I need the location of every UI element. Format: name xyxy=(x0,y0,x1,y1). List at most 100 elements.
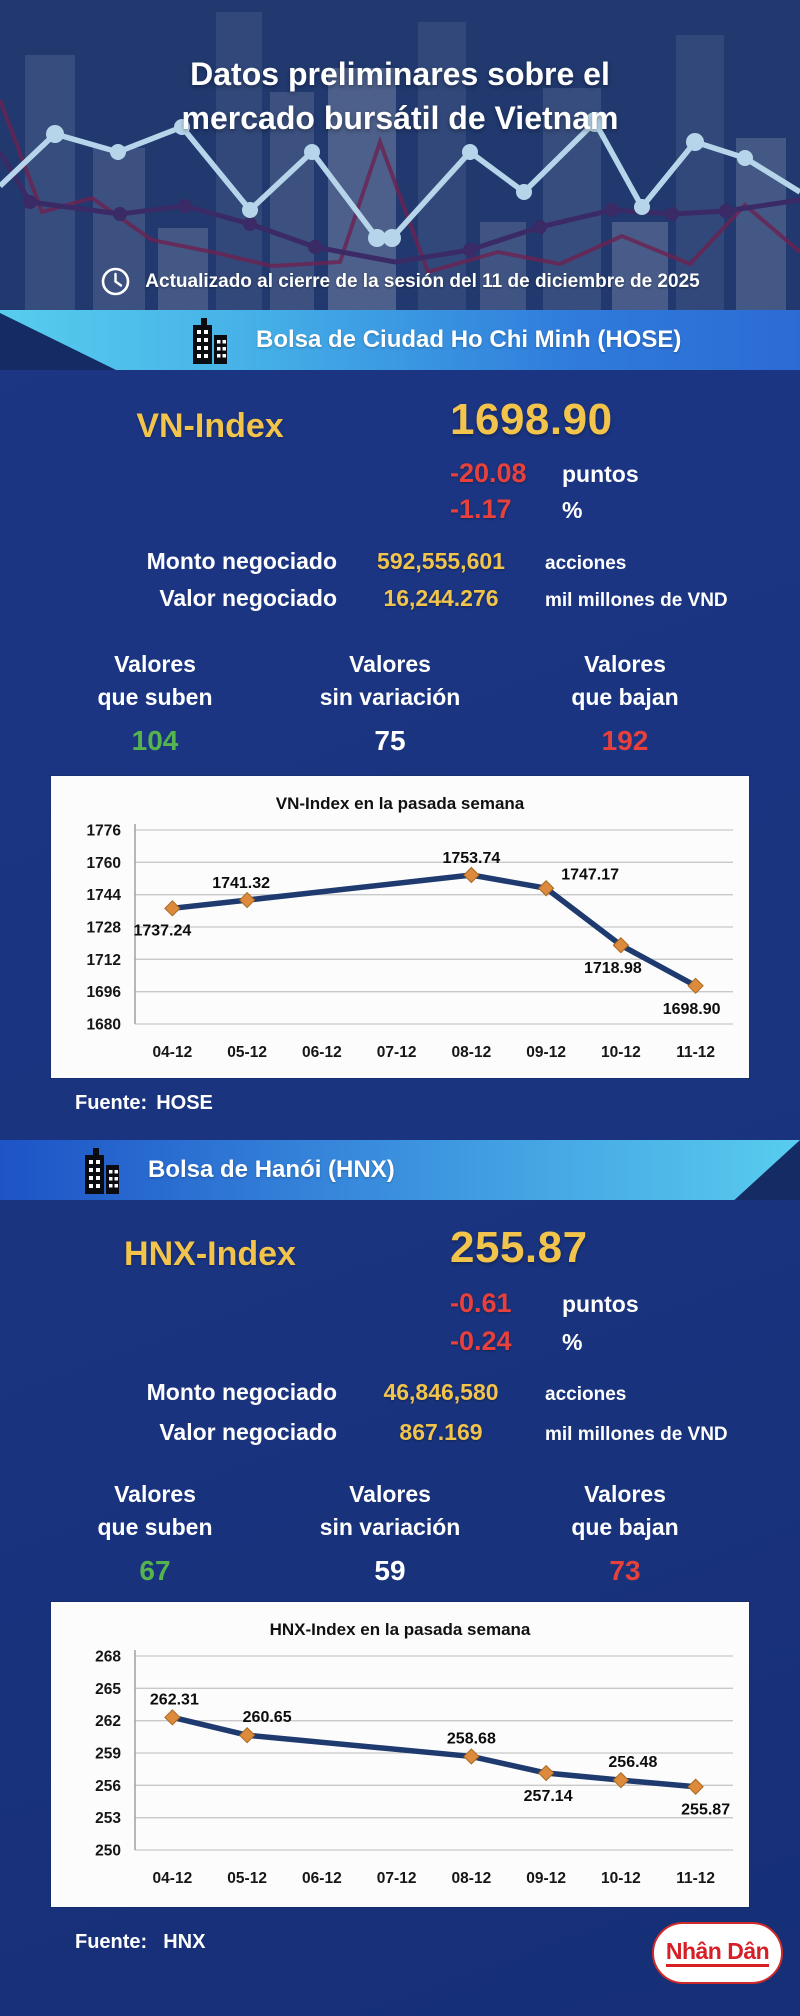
svg-text:258.68: 258.68 xyxy=(447,1730,496,1747)
svg-text:1760: 1760 xyxy=(87,855,121,872)
hnx-unchanged-label-line1: Valores xyxy=(349,1481,431,1507)
hnx-index-change-percent-unit: % xyxy=(562,1329,583,1355)
svg-text:262.31: 262.31 xyxy=(150,1691,199,1708)
vn-index-label: VN-Index xyxy=(136,407,284,445)
hnx-turnover-value: 867.169 xyxy=(399,1419,483,1445)
svg-text:1712: 1712 xyxy=(87,952,121,969)
hnx-turnover-unit: mil millones de VND xyxy=(545,1424,728,1445)
hose-unchanged-label-line1: Valores xyxy=(349,651,431,677)
svg-text:10-12: 10-12 xyxy=(601,1870,641,1887)
hose-advancers-value: 104 xyxy=(131,725,179,756)
svg-text:260.65: 260.65 xyxy=(243,1709,292,1726)
hose-decliners-label-line2: que bajan xyxy=(571,684,679,710)
hose-turnover-row: Valor negociado 16,244.276 mil millones … xyxy=(0,585,800,612)
hnx-decliners: Valores que bajan 73 xyxy=(505,1478,745,1587)
header-decoration-chart xyxy=(0,12,800,310)
hnx-source: Fuente: HNX xyxy=(75,1931,205,1954)
hnx-volume-row: Monto negociado 46,846,580 acciones xyxy=(0,1379,800,1406)
svg-text:11-12: 11-12 xyxy=(676,1870,715,1887)
page-title-line1: Datos preliminares sobre el xyxy=(190,56,610,92)
svg-text:1753.74: 1753.74 xyxy=(442,850,500,867)
hose-source-value: HOSE xyxy=(156,1092,213,1114)
vn-index-change-percent-row: -1.17 % xyxy=(450,494,582,525)
svg-text:10-12: 10-12 xyxy=(601,1044,641,1061)
hnx-advancers-label-line1: Valores xyxy=(114,1481,196,1507)
hnx-index-change-points-row: -0.61 puntos xyxy=(450,1288,639,1319)
nhan-dan-logo-text: Nhân Dân xyxy=(665,1939,770,1968)
svg-text:08-12: 08-12 xyxy=(452,1870,492,1887)
hose-volume-value: 592,555,601 xyxy=(377,548,505,574)
hnx-volume-label: Monto negociado xyxy=(146,1379,337,1405)
vn-index-change-percent: -1.17 xyxy=(450,494,512,524)
svg-text:09-12: 09-12 xyxy=(526,1870,566,1887)
hose-volume-row: Monto negociado 592,555,601 acciones xyxy=(0,548,800,575)
svg-text:259: 259 xyxy=(95,1746,121,1763)
hnx-advancers-value: 67 xyxy=(139,1555,171,1586)
hose-unchanged-label-line2: sin variación xyxy=(319,684,461,710)
hnx-unchanged-value: 59 xyxy=(374,1555,406,1586)
svg-text:08-12: 08-12 xyxy=(452,1044,492,1061)
hose-banner: Bolsa de Ciudad Ho Chi Minh (HOSE) xyxy=(0,310,800,370)
page-title-line2: mercado bursátil de Vietnam xyxy=(181,100,619,136)
updated-row: Actualizado al cierre de la sesión del 1… xyxy=(0,266,800,297)
header: Datos preliminares sobre el mercado burs… xyxy=(0,0,800,310)
hnx-turnover-label: Valor negociado xyxy=(159,1419,337,1445)
hose-decliners: Valores que bajan 192 xyxy=(505,648,745,757)
svg-text:1776: 1776 xyxy=(87,823,122,840)
svg-text:04-12: 04-12 xyxy=(153,1870,193,1887)
svg-text:262: 262 xyxy=(95,1713,121,1730)
hose-advancers-label-line1: Valores xyxy=(114,651,196,677)
page-title: Datos preliminares sobre el mercado burs… xyxy=(0,52,800,140)
hose-turnover-unit: mil millones de VND xyxy=(545,590,728,611)
hnx-turnover-row: Valor negociado 867.169 mil millones de … xyxy=(0,1419,800,1446)
hnx-decliners-label-line1: Valores xyxy=(584,1481,666,1507)
hnx-advancers: Valores que suben 67 xyxy=(35,1478,275,1587)
hnx-unchanged-label-line2: sin variación xyxy=(319,1514,461,1540)
svg-text:255.87: 255.87 xyxy=(681,1802,730,1819)
svg-text:07-12: 07-12 xyxy=(377,1044,417,1061)
hnx-index-value: 255.87 xyxy=(450,1223,588,1272)
vn-index-change-points: -20.08 xyxy=(450,458,527,488)
vn-index-chart-card: VN-Index en la pasada semana 1776 1760 174… xyxy=(51,776,749,1078)
hnx-unchanged: Valores sin variación 59 xyxy=(270,1478,510,1587)
hnx-index-label: HNX-Index xyxy=(124,1235,296,1273)
svg-text:1747.17: 1747.17 xyxy=(561,866,619,883)
svg-text:1728: 1728 xyxy=(87,920,122,937)
hose-turnover-value: 16,244.276 xyxy=(383,585,499,611)
hose-source: Fuente: HOSE xyxy=(75,1092,213,1115)
hnx-volume-value: 46,846,580 xyxy=(383,1379,499,1405)
hnx-index-chart-title: HNX-Index en la pasada semana xyxy=(269,1620,531,1639)
hnx-banner-title: Bolsa de Hanói (HNX) xyxy=(148,1156,395,1183)
vn-index-change-points-row: -20.08 puntos xyxy=(450,458,639,489)
hose-volume-unit: acciones xyxy=(545,553,627,574)
svg-text:1680: 1680 xyxy=(87,1017,121,1034)
svg-text:05-12: 05-12 xyxy=(227,1044,267,1061)
hnx-index-change-points: -0.61 xyxy=(450,1288,512,1318)
hnx-source-label: Fuente: xyxy=(75,1931,148,1953)
svg-text:253: 253 xyxy=(95,1810,121,1827)
hnx-index-change-percent: -0.24 xyxy=(450,1326,512,1356)
hnx-decliners-value: 73 xyxy=(609,1555,641,1586)
hnx-advancers-label-line2: que suben xyxy=(97,1514,213,1540)
vn-index-change-points-unit: puntos xyxy=(562,461,639,487)
vn-index-chart: 1776 1760 1744 1728 1712 1696 1680 04-12 05-12 06… xyxy=(87,823,733,1061)
svg-text:04-12: 04-12 xyxy=(153,1044,193,1061)
vn-index-value: 1698.90 xyxy=(450,395,613,444)
updated-text: Actualizado al cierre de la sesión del 1… xyxy=(145,270,700,292)
hnx-index-chart-card: HNX-Index en la pasada semana 268 265 262 2… xyxy=(51,1602,749,1907)
clock-icon xyxy=(101,267,130,296)
hose-turnover-label: Valor negociado xyxy=(159,585,337,611)
svg-text:1696: 1696 xyxy=(87,984,122,1001)
hose-unchanged-value: 75 xyxy=(374,725,406,756)
svg-text:1737.24: 1737.24 xyxy=(133,922,191,939)
building-icon xyxy=(193,318,227,364)
svg-text:1744: 1744 xyxy=(87,887,122,904)
hose-unchanged: Valores sin variación 75 xyxy=(270,648,510,757)
hnx-source-value: HNX xyxy=(163,1931,206,1953)
hnx-index-change-percent-row: -0.24 % xyxy=(450,1326,582,1357)
svg-text:256: 256 xyxy=(95,1778,121,1795)
hnx-index-chart: 268 265 262 259 256 253 250 04-12 05-12 06-12 07-1… xyxy=(95,1649,733,1887)
svg-text:265: 265 xyxy=(95,1681,121,1698)
svg-text:1718.98: 1718.98 xyxy=(584,960,642,977)
